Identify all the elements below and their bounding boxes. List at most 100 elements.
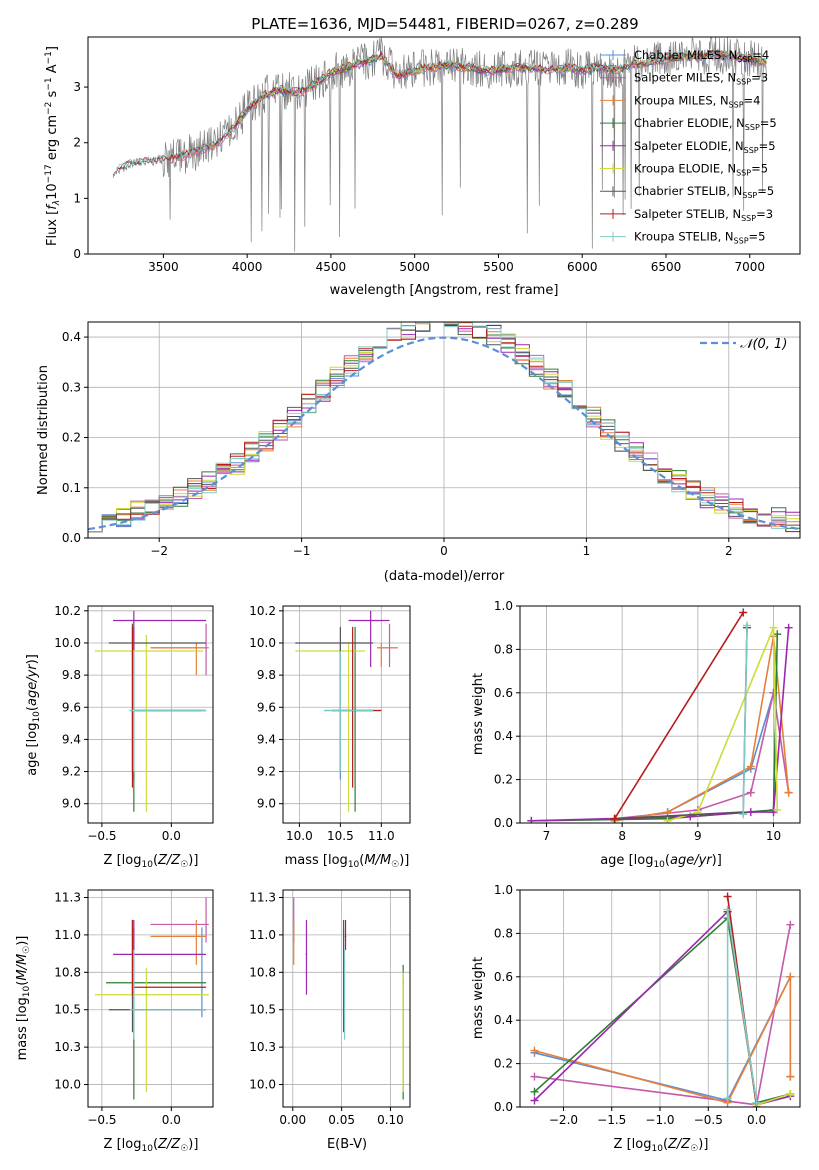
- y-tick-label: 10.2: [54, 604, 81, 618]
- histogram-salpeter-stelib: [88, 322, 800, 533]
- legend-label: Chabrier MILES, NSSP=4: [634, 48, 769, 64]
- y-tick-label: 9.6: [62, 700, 81, 714]
- figure-title: PLATE=1636, MJD=54481, FIBERID=0267, z=0…: [251, 15, 638, 33]
- y-tick-label: 0.2: [62, 431, 81, 445]
- weight-line-salpeter-elodie: [531, 627, 790, 822]
- legend-label: Kroupa ELODIE, NSSP=5: [634, 162, 768, 178]
- y-tick-label: 0.6: [494, 686, 513, 700]
- data-point: [292, 935, 295, 938]
- x-tick-label: 5000: [399, 260, 430, 274]
- x-tick-label: −2.0: [549, 1113, 578, 1127]
- plus-marker: [784, 788, 793, 797]
- legend-label: 𝒩(0, 1): [740, 337, 787, 352]
- histogram-chabrier-miles: [88, 322, 800, 533]
- x-tick-label: −0.5: [694, 1113, 723, 1127]
- legend-label: Kroupa MILES, NSSP=4: [634, 93, 760, 109]
- data-point: [402, 993, 404, 996]
- plus-marker: [723, 905, 732, 914]
- histogram-chabrier-elodie: [88, 322, 800, 533]
- observed-spectrum-line: [112, 37, 767, 252]
- y-tick-label: 0.4: [494, 729, 513, 743]
- y-tick-label: 9.8: [257, 668, 276, 682]
- plus-marker: [723, 892, 732, 901]
- plot-area: [88, 322, 800, 533]
- plus-marker: [530, 1087, 539, 1096]
- data-point: [347, 650, 350, 652]
- panel-age_vs_mass: 10.0 10.5 11.0 9.0 9.2 9.4 9.6 9.8 10.0 10.2: [249, 604, 411, 843]
- y-tick-label: 1.0: [494, 599, 513, 613]
- panel-spectrum: 3500 4000 4500 5000 5500 6000 6500 7000 0 1 2 3 Chab…: [73, 36, 801, 274]
- data-point: [339, 642, 342, 644]
- x-tick-label: 7000: [734, 260, 765, 274]
- y-tick-label: 3: [73, 80, 81, 94]
- model-spectrum-chabrier-stelib: [112, 49, 767, 176]
- plus-marker: [739, 608, 748, 617]
- y-tick-label: 2: [73, 136, 81, 150]
- x-tick-label: −0.5: [87, 829, 116, 843]
- data-point: [145, 993, 148, 996]
- plus-marker: [610, 814, 619, 823]
- plus-marker: [752, 1098, 761, 1107]
- plus-marker: [786, 920, 795, 929]
- legend: 𝒩(0, 1): [700, 337, 787, 352]
- legend-label: Salpeter ELODIE, NSSP=5: [634, 139, 776, 155]
- x-tick-label: 10: [766, 829, 781, 843]
- data-point: [195, 935, 198, 938]
- axes-frame: [87, 605, 214, 824]
- y-tick-label: 9.0: [62, 797, 81, 811]
- y-tick-label: 11.3: [249, 890, 276, 904]
- data-point: [195, 646, 198, 649]
- x-axis-label: E(B-V): [327, 1137, 367, 1152]
- y-tick-label: 9.0: [257, 797, 276, 811]
- y-tick-label: 10.2: [249, 604, 276, 618]
- y-tick-label: 10.0: [249, 636, 276, 650]
- plus-marker: [746, 762, 755, 771]
- plus-marker: [530, 1072, 539, 1081]
- data-point: [305, 953, 308, 956]
- x-tick-label: 1: [583, 544, 591, 558]
- plus-marker: [530, 1096, 539, 1105]
- x-axis-label: mass [log10(M/M☉)]: [285, 853, 410, 870]
- y-tick-label: 10.0: [249, 1078, 276, 1092]
- plot-area: [112, 37, 767, 252]
- y-tick-label: 9.8: [62, 668, 81, 682]
- panel-weight_vs_age: 7 8 9 10 0.0 0.2 0.4 0.6 0.8 1.0: [494, 599, 801, 843]
- axes-frame: [282, 889, 411, 1108]
- legend-label: Salpeter STELIB, NSSP=3: [634, 207, 773, 223]
- y-tick-label: 9.2: [257, 765, 276, 779]
- weight-line-salpeter-miles: [614, 692, 790, 820]
- plus-marker: [786, 1089, 795, 1098]
- x-axis-label: Z [log10(Z/Z☉)]: [104, 853, 199, 870]
- y-tick-label: 9.4: [257, 732, 276, 746]
- histogram-kroupa-stelib: [88, 322, 800, 533]
- x-tick-label: 11.0: [368, 829, 395, 843]
- data-point: [369, 619, 372, 622]
- data-point: [380, 646, 383, 649]
- y-tick-label: 0.6: [494, 970, 513, 984]
- y-tick-label: 1.0: [494, 883, 513, 897]
- y-tick-label: 10.3: [249, 1040, 276, 1054]
- plus-marker: [769, 623, 778, 632]
- y-axis-label: Flux [fλ10−17 erg cm−2 s−1 A−1]: [44, 46, 62, 246]
- weight-line-kroupa-elodie: [726, 911, 791, 1106]
- plus-marker: [746, 788, 755, 797]
- panel-residuals: −2 −1 0 1 2 0.0 0.1 0.2 0.3 0.4 𝒩(0, 1): [62, 321, 801, 558]
- data-point: [133, 619, 135, 622]
- panel-mass_vs_Z: −0.5 0.0 10.0 10.3 10.5 10.8 11.0 11.3: [54, 889, 214, 1127]
- data-point: [145, 650, 148, 652]
- model-spectrum-kroupa-stelib: [112, 48, 767, 175]
- axes-frame: [87, 36, 801, 255]
- plus-marker: [723, 1094, 732, 1103]
- y-tick-label: 0.8: [494, 926, 513, 940]
- data-point: [133, 709, 135, 712]
- x-axis-label: (data-model)/error: [384, 569, 505, 584]
- legend-label: Chabrier ELODIE, NSSP=5: [634, 116, 777, 132]
- y-tick-label: 9.4: [62, 732, 81, 746]
- y-tick-label: 0.0: [494, 816, 513, 830]
- y-tick-label: 10.8: [54, 965, 81, 979]
- y-tick-label: 0.0: [62, 531, 81, 545]
- y-tick-label: 0.4: [62, 330, 81, 344]
- x-axis-label: age [log10(age/yr)]: [600, 853, 722, 870]
- weight-line-chabrier-stelib: [614, 627, 748, 820]
